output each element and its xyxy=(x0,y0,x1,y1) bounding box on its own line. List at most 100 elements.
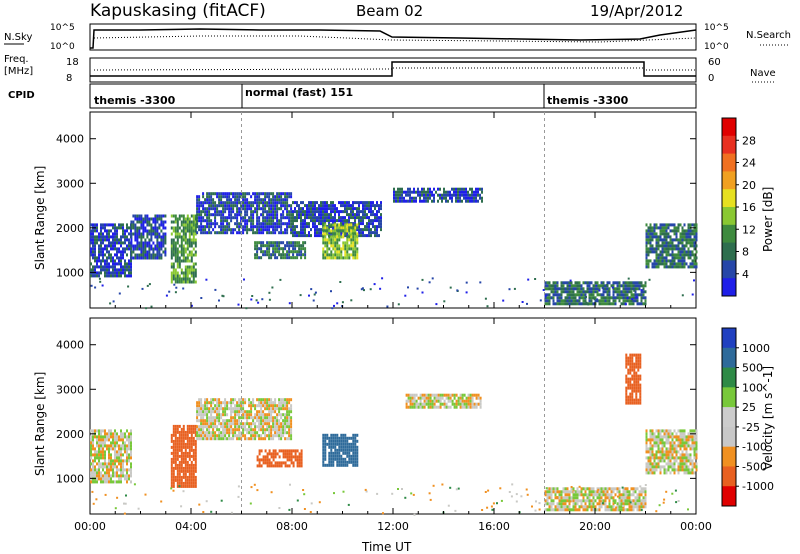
power-cell xyxy=(136,214,139,218)
velocity-cell xyxy=(256,410,259,414)
power-cell xyxy=(358,225,360,229)
velocity-cell xyxy=(122,438,124,442)
velocity-cell xyxy=(629,359,632,363)
power-cell xyxy=(182,220,185,224)
power-cell xyxy=(122,235,124,239)
velocity-cell xyxy=(552,502,555,506)
power-cell xyxy=(272,222,275,226)
power-cell xyxy=(244,222,247,226)
power-cell xyxy=(616,284,619,288)
power-cell xyxy=(292,225,294,229)
power-cell xyxy=(644,281,647,285)
power-cell xyxy=(180,238,183,242)
power-cell xyxy=(150,217,153,221)
power-cell xyxy=(252,201,255,205)
power-cell xyxy=(570,287,573,291)
power-cell xyxy=(216,195,219,199)
power-cell xyxy=(116,229,118,233)
power-cell xyxy=(224,228,227,232)
power-cell xyxy=(604,284,607,288)
velocity-cell xyxy=(176,442,179,446)
power-noise-cell xyxy=(544,294,547,297)
velocity-cell xyxy=(598,502,601,506)
power-cell xyxy=(330,250,333,254)
power-cell xyxy=(340,201,342,205)
power-cell xyxy=(134,238,137,242)
velocity-cell xyxy=(248,410,251,414)
power-noise-cell xyxy=(150,305,153,308)
power-cell xyxy=(108,232,110,236)
velocity-cell xyxy=(224,437,227,441)
velocity-cell xyxy=(625,386,628,390)
velocity-cell xyxy=(625,395,628,399)
velocity-cell xyxy=(190,454,193,458)
power-cell xyxy=(232,195,235,199)
velocity-cell xyxy=(459,405,462,409)
power-cell xyxy=(582,299,585,303)
power-cell xyxy=(176,259,179,263)
power-cell xyxy=(114,253,116,257)
velocity-cell xyxy=(356,451,359,455)
velocity-cell xyxy=(274,452,277,456)
velocity-cell xyxy=(200,398,203,402)
power-cell xyxy=(170,271,173,275)
power-cell xyxy=(138,214,141,218)
velocity-cell xyxy=(250,422,253,426)
velocity-cell xyxy=(262,428,265,432)
velocity-cell xyxy=(566,490,569,494)
power-cell xyxy=(328,225,330,229)
power-cell xyxy=(687,256,690,260)
power-cell xyxy=(350,241,353,245)
power-cell xyxy=(174,277,177,281)
velocity-cell xyxy=(348,451,351,455)
power-cell xyxy=(596,281,599,285)
power-cell xyxy=(192,229,195,233)
power-noise-cell xyxy=(379,287,382,290)
power-cell xyxy=(304,219,306,223)
power-cell xyxy=(110,271,112,275)
power-cell xyxy=(608,299,611,303)
power-cell xyxy=(352,238,355,242)
power-cell xyxy=(336,253,339,257)
velocity-cell xyxy=(194,460,197,464)
velocity-cell xyxy=(322,457,325,461)
power-cell xyxy=(550,296,553,300)
velocity-cell xyxy=(126,429,128,433)
power-cell xyxy=(204,201,207,205)
power-cell xyxy=(691,229,694,233)
velocity-cell xyxy=(202,425,205,429)
power-cell xyxy=(312,216,314,220)
power-noise-cell xyxy=(569,279,572,282)
velocity-cell xyxy=(268,434,271,438)
velocity-cell xyxy=(212,425,215,429)
power-cell xyxy=(675,229,678,233)
velocity-cell xyxy=(268,413,271,417)
velocity-cell xyxy=(190,469,193,473)
velocity-cell xyxy=(130,453,132,457)
power-cell xyxy=(338,219,340,223)
power-cell xyxy=(354,229,357,233)
power-cell xyxy=(116,274,118,278)
velocity-cell xyxy=(190,424,193,428)
power-cell xyxy=(401,193,403,197)
velocity-cell xyxy=(348,457,351,461)
power-cell xyxy=(198,207,201,211)
power-cell xyxy=(182,253,185,257)
power-cell xyxy=(274,225,277,229)
velocity-cell xyxy=(206,404,209,408)
velocity-cell xyxy=(346,460,349,464)
power-cell xyxy=(645,253,648,257)
velocity-cell xyxy=(586,493,589,497)
velocity-cell xyxy=(258,419,261,423)
velocity-cell xyxy=(186,466,189,470)
velocity-cell xyxy=(228,407,231,411)
power-cell xyxy=(190,265,193,269)
power-cell xyxy=(98,247,100,251)
power-cell xyxy=(322,216,324,220)
power-cell xyxy=(566,302,569,306)
velocity-cell xyxy=(90,462,92,466)
power-cell xyxy=(200,204,203,208)
power-cell xyxy=(204,219,207,223)
power-cell xyxy=(226,231,229,235)
power-cell xyxy=(576,284,579,288)
